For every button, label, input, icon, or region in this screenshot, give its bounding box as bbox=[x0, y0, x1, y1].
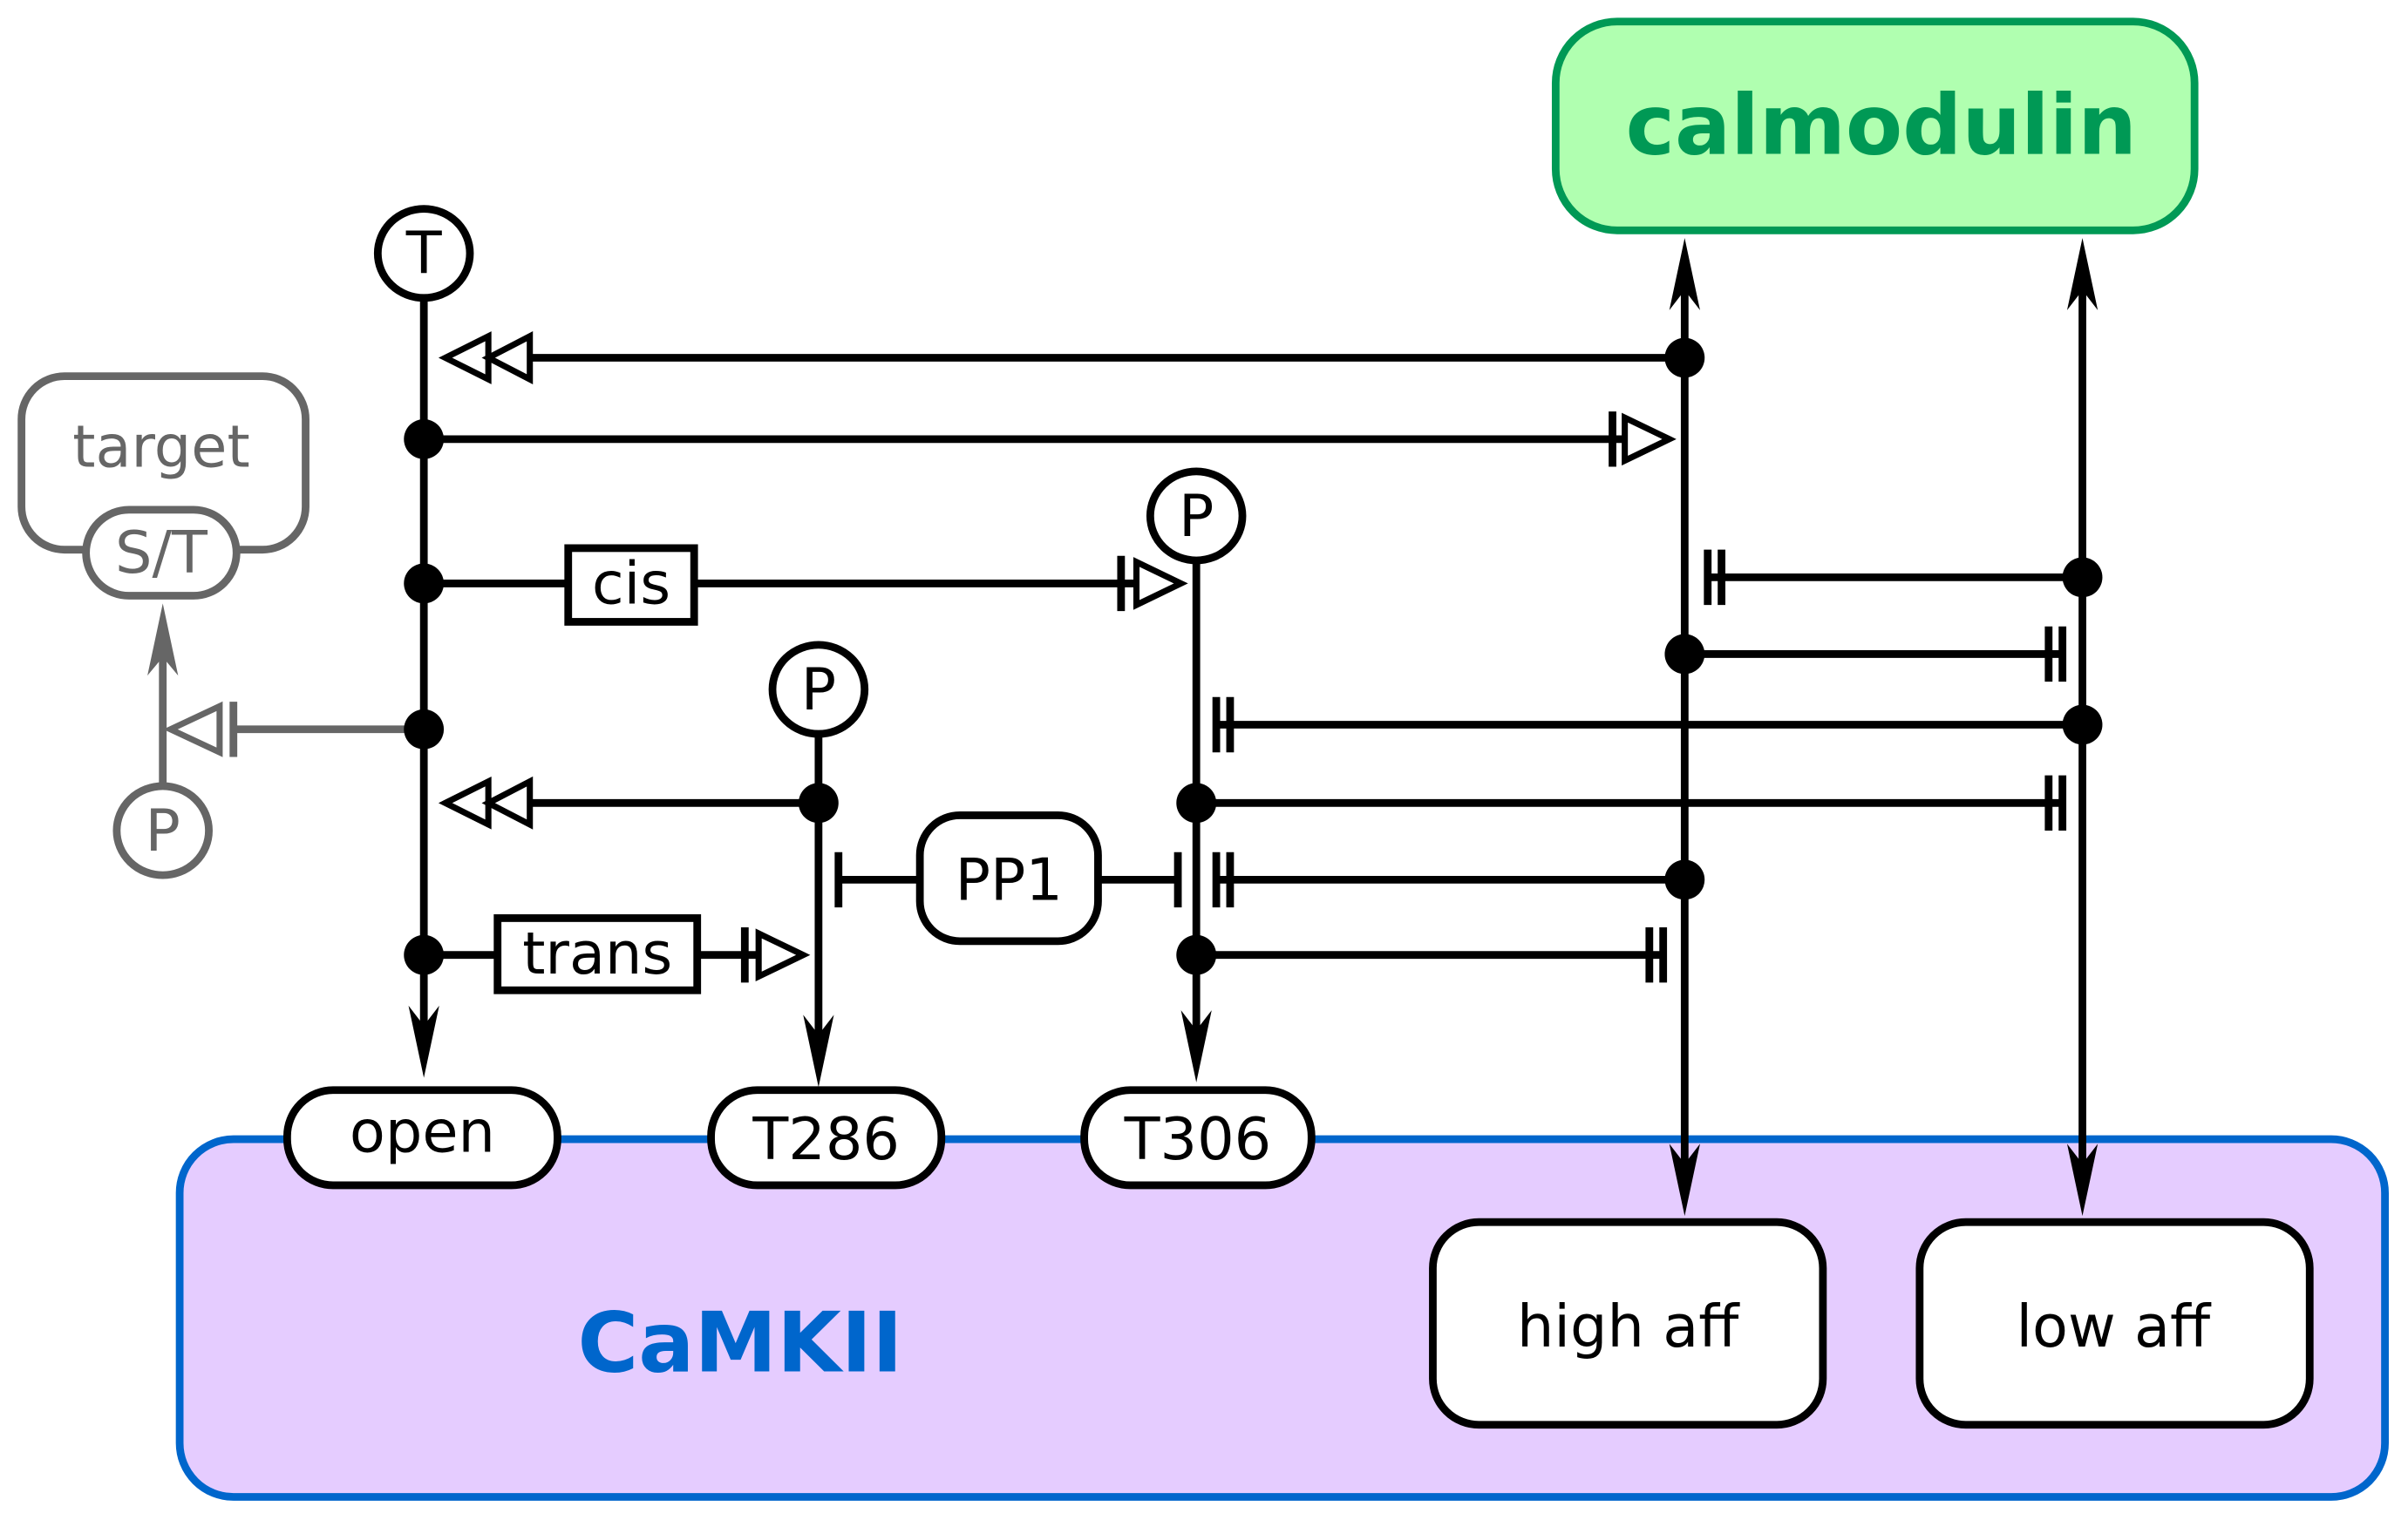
arrowhead-down-icon bbox=[2066, 1143, 2098, 1217]
t286-site bbox=[707, 1086, 946, 1190]
t306-site bbox=[1080, 1086, 1316, 1190]
pp1-node bbox=[915, 811, 1102, 946]
arrowhead-up-icon bbox=[2066, 238, 2098, 310]
open-triangle-arrow-icon bbox=[1622, 412, 1677, 466]
open-triangle-arrow-icon bbox=[755, 928, 811, 981]
calmodulin-node: calmodulin bbox=[1551, 17, 2199, 234]
camkii-label: CaMKII bbox=[577, 1295, 902, 1391]
target-label: target bbox=[72, 413, 249, 481]
target-phospho-state bbox=[112, 782, 213, 879]
cis-label: cis bbox=[592, 549, 670, 617]
arrowhead-up-icon bbox=[147, 603, 179, 676]
target-node: target S/T P bbox=[17, 372, 425, 879]
arrowhead-up-icon bbox=[1669, 238, 1700, 310]
arrowhead-down-icon bbox=[408, 1005, 439, 1078]
arrowhead-down-icon bbox=[803, 1014, 834, 1088]
low-aff-label: low aff bbox=[2016, 1293, 2212, 1361]
target-site-label: S/T bbox=[115, 519, 208, 587]
open-triangle-arrow-icon bbox=[1133, 557, 1188, 610]
junction-dots bbox=[404, 337, 2103, 975]
target-site-st bbox=[82, 506, 241, 600]
open-site-label: open bbox=[350, 1097, 495, 1165]
target-phospho-label: P bbox=[146, 797, 180, 865]
arrowhead-down-icon bbox=[1180, 1010, 1212, 1082]
trans-label: trans bbox=[522, 919, 672, 987]
t306-site-label: T306 bbox=[1124, 1105, 1272, 1173]
high-aff-site bbox=[1429, 1218, 1827, 1429]
high-aff-label: high aff bbox=[1517, 1293, 1740, 1361]
pp1-label: PP1 bbox=[956, 845, 1063, 913]
t286-site-label: T286 bbox=[752, 1105, 900, 1173]
p286-state bbox=[768, 641, 869, 738]
calmodulin-label: calmodulin bbox=[1626, 78, 2137, 174]
cis-box bbox=[564, 544, 698, 626]
p286-label: P bbox=[801, 655, 836, 723]
camkii-compartment: CaMKII bbox=[175, 1135, 2389, 1501]
arrowhead-down-icon bbox=[1669, 1143, 1700, 1217]
open-triangle-arrow-icon bbox=[163, 701, 223, 757]
t-state bbox=[373, 205, 474, 302]
low-aff-site bbox=[1915, 1218, 2314, 1429]
t-state-label: T bbox=[405, 220, 443, 288]
trans-box bbox=[493, 914, 702, 994]
p306-label: P bbox=[1179, 482, 1214, 550]
p306-state bbox=[1146, 467, 1247, 565]
open-site bbox=[282, 1086, 561, 1190]
